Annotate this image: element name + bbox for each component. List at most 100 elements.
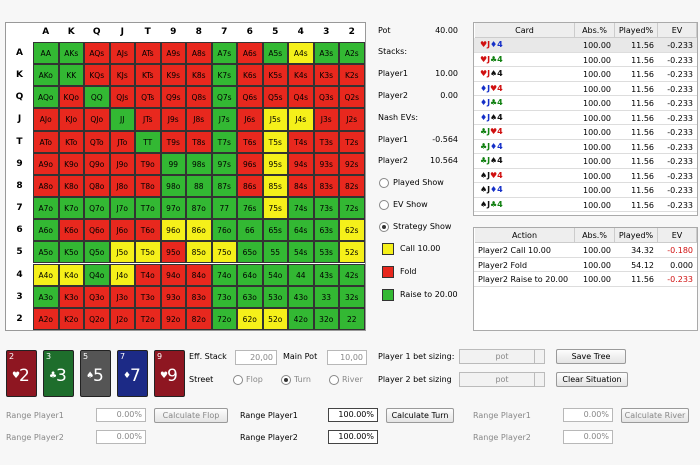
hand-cell[interactable]: 86o xyxy=(186,219,212,242)
hand-cell[interactable]: K5s xyxy=(262,64,288,87)
hand-cell[interactable]: ATo xyxy=(33,130,59,153)
hand-cell[interactable]: QQ xyxy=(84,86,110,109)
hand-cell[interactable]: 53s xyxy=(313,241,339,264)
hand-cell[interactable]: 75o xyxy=(211,241,237,264)
hand-cell[interactable]: QTo xyxy=(84,130,110,153)
hand-cell[interactable]: 96o xyxy=(160,219,186,242)
table-row[interactable] xyxy=(474,96,697,111)
hand-cell[interactable]: Q8o xyxy=(84,174,110,198)
hand-cell[interactable]: Q2o xyxy=(84,307,110,330)
hand-cell[interactable]: 65s xyxy=(262,219,288,242)
hand-cell[interactable]: A8o xyxy=(33,174,59,198)
hand-cell[interactable]: T5o xyxy=(135,241,161,264)
board-card[interactable]: 7 ♦ 7 xyxy=(117,350,148,397)
table-row[interactable] xyxy=(474,198,697,212)
hand-cell[interactable]: Q5o xyxy=(84,241,110,264)
hand-cell[interactable]: 75s xyxy=(262,197,288,220)
hand-cell[interactable]: TT xyxy=(135,130,161,153)
hand-cell[interactable]: K4s xyxy=(288,64,314,87)
hand-cell[interactable]: A6s xyxy=(237,42,263,65)
hand-cell[interactable]: 92s xyxy=(339,152,365,175)
hand-cell[interactable]: 63o xyxy=(237,285,263,308)
hand-cell[interactable]: 86s xyxy=(237,174,263,198)
hand-cell[interactable]: 63s xyxy=(313,219,339,242)
hand-cell[interactable]: 43o xyxy=(288,285,314,308)
hand-cell[interactable]: K6s xyxy=(237,64,263,87)
hand-cell[interactable]: K3s xyxy=(313,64,339,87)
hand-cell[interactable]: 92o xyxy=(160,307,186,330)
hand-cell[interactable]: 65o xyxy=(237,241,263,264)
hand-cell[interactable]: KTs xyxy=(135,64,161,87)
hand-cell[interactable]: T4s xyxy=(288,130,314,153)
hand-cell[interactable]: T2o xyxy=(135,307,161,330)
hand-cell[interactable]: 33 xyxy=(313,285,339,308)
range-input[interactable]: 0.00% xyxy=(96,430,146,444)
hand-cell[interactable]: T8o xyxy=(135,174,161,198)
hand-cell[interactable]: A5s xyxy=(262,42,288,65)
hand-cell[interactable]: A7o xyxy=(33,197,59,220)
table-row[interactable] xyxy=(474,154,697,169)
hand-cell[interactable]: K9s xyxy=(160,64,186,87)
hand-cell[interactable]: Q5s xyxy=(262,86,288,109)
hand-cell[interactable]: AQo xyxy=(33,86,59,109)
hand-cell[interactable]: A7s xyxy=(211,42,237,65)
hand-cell[interactable]: Q7o xyxy=(84,197,110,220)
hand-cell[interactable]: K4o xyxy=(58,263,84,286)
street-option[interactable]: River xyxy=(342,375,363,384)
table-row[interactable] xyxy=(474,38,697,53)
hand-cell[interactable]: 72o xyxy=(211,307,237,330)
hand-cell[interactable]: 88 xyxy=(186,174,212,198)
hand-cell[interactable]: J4s xyxy=(288,108,314,131)
hand-cell[interactable]: K2s xyxy=(339,64,365,87)
radio[interactable] xyxy=(329,375,339,385)
hand-cell[interactable]: A2o xyxy=(33,307,59,330)
hand-cell[interactable]: 95o xyxy=(160,241,186,264)
hand-cell[interactable]: 66 xyxy=(237,219,263,242)
range-input[interactable]: 0.00% xyxy=(96,408,146,422)
hand-cell[interactable]: 32s xyxy=(339,285,365,308)
hand-cell[interactable]: QJo xyxy=(84,108,110,131)
hand-cell[interactable]: K7s xyxy=(211,64,237,87)
hand-cell[interactable]: J3s xyxy=(313,108,339,131)
hand-cell[interactable]: ATs xyxy=(135,42,161,65)
hand-cell[interactable]: 52s xyxy=(339,241,365,264)
radio[interactable] xyxy=(379,178,389,188)
hand-cell[interactable]: Q4o xyxy=(84,263,110,286)
hand-cell[interactable]: 73s xyxy=(313,197,339,220)
hand-cell[interactable]: A5o xyxy=(33,241,59,264)
hand-cell[interactable]: Q9s xyxy=(160,86,186,109)
hand-cell[interactable]: T9o xyxy=(135,152,161,175)
hand-cell[interactable]: 55 xyxy=(262,241,288,264)
spin-input[interactable]: 10,00 xyxy=(327,350,367,365)
hand-cell[interactable]: 96s xyxy=(237,152,263,175)
hand-cell[interactable]: JJ xyxy=(109,108,135,131)
hand-cell[interactable]: A2s xyxy=(339,42,365,65)
hand-cell[interactable]: A4s xyxy=(288,42,314,65)
hand-cell[interactable]: 54o xyxy=(262,263,288,286)
range-input[interactable]: 100.00% xyxy=(328,430,378,444)
hand-cell[interactable]: 94s xyxy=(288,152,314,175)
hand-cell[interactable]: KQo xyxy=(58,86,84,109)
hand-cell[interactable]: J9o xyxy=(109,152,135,175)
hand-cell[interactable]: K9o xyxy=(58,152,84,175)
hand-cell[interactable]: K7o xyxy=(58,197,84,220)
table-row[interactable] xyxy=(474,140,697,154)
hand-cell[interactable]: A3s xyxy=(313,42,339,65)
hand-cell[interactable]: T3s xyxy=(313,130,339,153)
hand-cell[interactable]: J8o xyxy=(109,174,135,198)
table-row[interactable] xyxy=(474,125,697,140)
hand-cell[interactable]: 53o xyxy=(262,285,288,308)
hand-cell[interactable]: AQs xyxy=(84,42,110,65)
hand-cell[interactable]: 97o xyxy=(160,197,186,220)
hand-cell[interactable]: 93s xyxy=(313,152,339,175)
hand-cell[interactable]: 85s xyxy=(262,174,288,198)
hand-cell[interactable]: 32o xyxy=(313,307,339,330)
table-row[interactable] xyxy=(474,169,697,183)
hand-cell[interactable]: J9s xyxy=(160,108,186,131)
hand-cell[interactable]: 44 xyxy=(288,263,314,286)
button[interactable]: Calculate Turn xyxy=(386,408,454,423)
hand-cell[interactable]: 77 xyxy=(211,197,237,220)
hand-cell[interactable]: Q4s xyxy=(288,86,314,109)
hand-cell[interactable]: A3o xyxy=(33,285,59,308)
button[interactable]: Calculate Flop xyxy=(154,408,228,423)
